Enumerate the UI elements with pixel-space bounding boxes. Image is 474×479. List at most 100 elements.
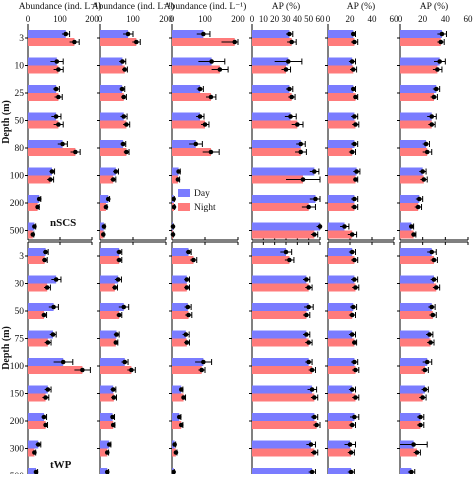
mean-dot [349, 232, 355, 237]
x-tick-label: 40 [441, 14, 451, 24]
day-bar [28, 468, 36, 476]
mean-dot [103, 204, 109, 210]
column-header: Abundance (ind. L⁻¹) [164, 1, 247, 12]
mean-dot [349, 312, 355, 318]
day-bar [172, 330, 186, 339]
mean-dot [56, 122, 61, 127]
night-bar [252, 256, 290, 264]
day-bar [328, 222, 345, 231]
mean-dot [104, 469, 110, 475]
mean-dot [306, 359, 311, 365]
mean-dot [116, 312, 122, 318]
depth-tick-label: 200 [10, 199, 25, 209]
mean-dot [120, 141, 126, 147]
mean-dot [423, 141, 429, 147]
x-tick-label: 100 [53, 14, 67, 24]
day-bar [172, 85, 201, 93]
night-bar [252, 283, 309, 292]
mean-dot [298, 141, 304, 147]
depth-tick-label: 150 [10, 390, 25, 400]
mean-dot [306, 285, 311, 290]
mean-dot [181, 395, 186, 400]
mean-dot [208, 149, 214, 155]
mean-dot [184, 285, 190, 290]
mean-dot [353, 395, 358, 400]
mean-dot [349, 149, 355, 155]
mean-dot [201, 31, 206, 37]
day-bar [252, 330, 307, 339]
day-bar [100, 195, 109, 203]
day-bar [252, 167, 315, 176]
day-bar [172, 413, 180, 421]
mean-dot [54, 59, 60, 64]
mean-dot [56, 67, 61, 72]
night-bar [252, 421, 317, 429]
day-bar [28, 85, 57, 93]
night-bar [328, 120, 356, 129]
mean-dot [121, 114, 127, 119]
day-bar [252, 140, 301, 148]
y-axis-label: Depth (m) [1, 326, 12, 370]
mean-dot [114, 332, 119, 337]
day-bar [400, 385, 425, 394]
x-tick-label: 200 [231, 14, 245, 24]
mean-dot [312, 169, 317, 174]
night-bar [252, 93, 292, 101]
mean-dot [306, 304, 311, 310]
night-bar [400, 230, 414, 239]
mean-dot [349, 422, 355, 428]
night-bar [28, 448, 35, 457]
night-bar [328, 65, 354, 74]
night-bar [328, 203, 355, 211]
mean-dot [106, 442, 112, 447]
day-bar [252, 112, 291, 121]
mean-dot [409, 469, 414, 475]
mean-dot [129, 367, 134, 373]
night-bar [328, 338, 355, 347]
day-bar [100, 358, 125, 366]
night-bar [100, 120, 127, 129]
day-bar [172, 303, 188, 311]
mean-dot [43, 422, 48, 428]
mean-dot [353, 285, 358, 290]
mean-dot [124, 149, 129, 155]
mean-dot [44, 285, 50, 290]
mean-dot [353, 122, 358, 127]
mean-dot [411, 232, 416, 237]
day-bar [172, 30, 204, 38]
mean-dot [170, 224, 176, 229]
mean-dot [352, 359, 357, 365]
day-bar [100, 275, 119, 284]
mean-dot [120, 59, 125, 64]
night-bar [100, 93, 124, 101]
day-bar [400, 358, 428, 366]
mean-dot [420, 169, 425, 174]
mean-dot [354, 169, 359, 174]
mean-dot [348, 469, 354, 475]
night-bar [28, 311, 44, 319]
day-bar [28, 385, 48, 394]
mean-dot [429, 249, 435, 255]
x-tick-label: 40 [368, 14, 378, 24]
x-tick-label: 200 [159, 14, 173, 24]
x-tick-label: 60 [316, 14, 326, 24]
mean-dot [352, 414, 357, 420]
day-bar [400, 413, 421, 421]
day-bar [100, 57, 123, 66]
night-bar [252, 311, 307, 319]
night-bar [100, 65, 125, 74]
night-bar [252, 230, 315, 239]
y-axis-label: Depth (m) [1, 100, 12, 144]
night-bar [28, 338, 48, 347]
night-bar [100, 256, 120, 264]
day-bar [100, 112, 124, 121]
day-bar [172, 140, 196, 148]
day-bar [400, 30, 442, 38]
mean-dot [289, 94, 294, 100]
mean-dot [232, 39, 237, 45]
mean-dot [439, 31, 445, 37]
mean-dot [113, 340, 119, 345]
day-bar [28, 330, 53, 339]
